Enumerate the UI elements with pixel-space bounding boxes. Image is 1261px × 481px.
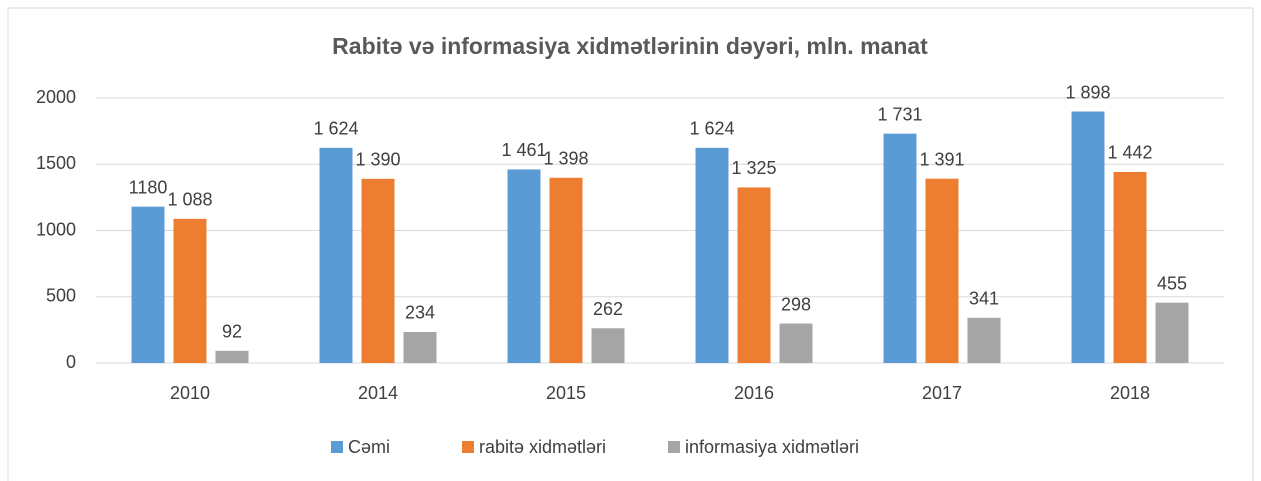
bar bbox=[319, 147, 353, 363]
value-label: 1 898 bbox=[1065, 82, 1110, 102]
y-tick-label: 2000 bbox=[36, 87, 76, 107]
chart-frame bbox=[7, 7, 1254, 481]
legend-label: informasiya xidmətləri bbox=[685, 437, 859, 457]
value-label: 234 bbox=[405, 303, 435, 323]
bar bbox=[1113, 171, 1147, 363]
bar bbox=[173, 218, 207, 363]
value-label: 1 325 bbox=[731, 158, 776, 178]
x-tick-label: 2015 bbox=[546, 383, 586, 403]
y-tick-label: 500 bbox=[46, 286, 76, 306]
x-tick-label: 2017 bbox=[922, 383, 962, 403]
bar bbox=[361, 178, 395, 363]
bar bbox=[403, 331, 437, 363]
value-label: 1 731 bbox=[877, 104, 922, 124]
value-label: 1 391 bbox=[919, 149, 964, 169]
bar bbox=[591, 328, 625, 363]
bar bbox=[695, 147, 729, 363]
bar bbox=[215, 350, 249, 363]
value-label: 1 088 bbox=[167, 190, 212, 210]
y-tick-label: 1000 bbox=[36, 219, 76, 239]
value-label: 1 442 bbox=[1107, 143, 1152, 163]
y-tick-label: 1500 bbox=[36, 153, 76, 173]
bar bbox=[1155, 302, 1189, 363]
value-label: 455 bbox=[1157, 273, 1187, 293]
value-label: 1 624 bbox=[689, 119, 734, 139]
value-label: 1 390 bbox=[355, 150, 400, 170]
legend-swatch bbox=[462, 441, 474, 453]
bar bbox=[507, 169, 541, 363]
bar bbox=[131, 206, 165, 363]
bar bbox=[779, 323, 813, 363]
x-tick-label: 2010 bbox=[170, 383, 210, 403]
bar bbox=[925, 178, 959, 363]
value-label: 1 398 bbox=[543, 149, 588, 169]
x-tick-label: 2018 bbox=[1110, 383, 1150, 403]
value-label: 262 bbox=[593, 299, 623, 319]
x-tick-label: 2014 bbox=[358, 383, 398, 403]
bar bbox=[1071, 111, 1105, 363]
y-tick-label: 0 bbox=[66, 352, 76, 372]
legend-swatch bbox=[331, 441, 343, 453]
value-label: 1 461 bbox=[501, 140, 546, 160]
value-label: 92 bbox=[222, 322, 242, 342]
legend-label: rabitə xidmətləri bbox=[479, 437, 606, 457]
bar bbox=[967, 317, 1001, 363]
value-label: 1180 bbox=[129, 177, 168, 197]
legend-label: Cəmi bbox=[348, 437, 390, 457]
legend-swatch bbox=[668, 441, 680, 453]
bar bbox=[737, 187, 771, 363]
bar bbox=[883, 133, 917, 363]
value-label: 341 bbox=[969, 289, 999, 309]
value-label: 298 bbox=[781, 294, 811, 314]
bar bbox=[549, 177, 583, 363]
value-label: 1 624 bbox=[313, 119, 358, 139]
chart-title: Rabitə və informasiya xidmətlərinin dəyə… bbox=[332, 33, 928, 59]
x-tick-label: 2016 bbox=[734, 383, 774, 403]
